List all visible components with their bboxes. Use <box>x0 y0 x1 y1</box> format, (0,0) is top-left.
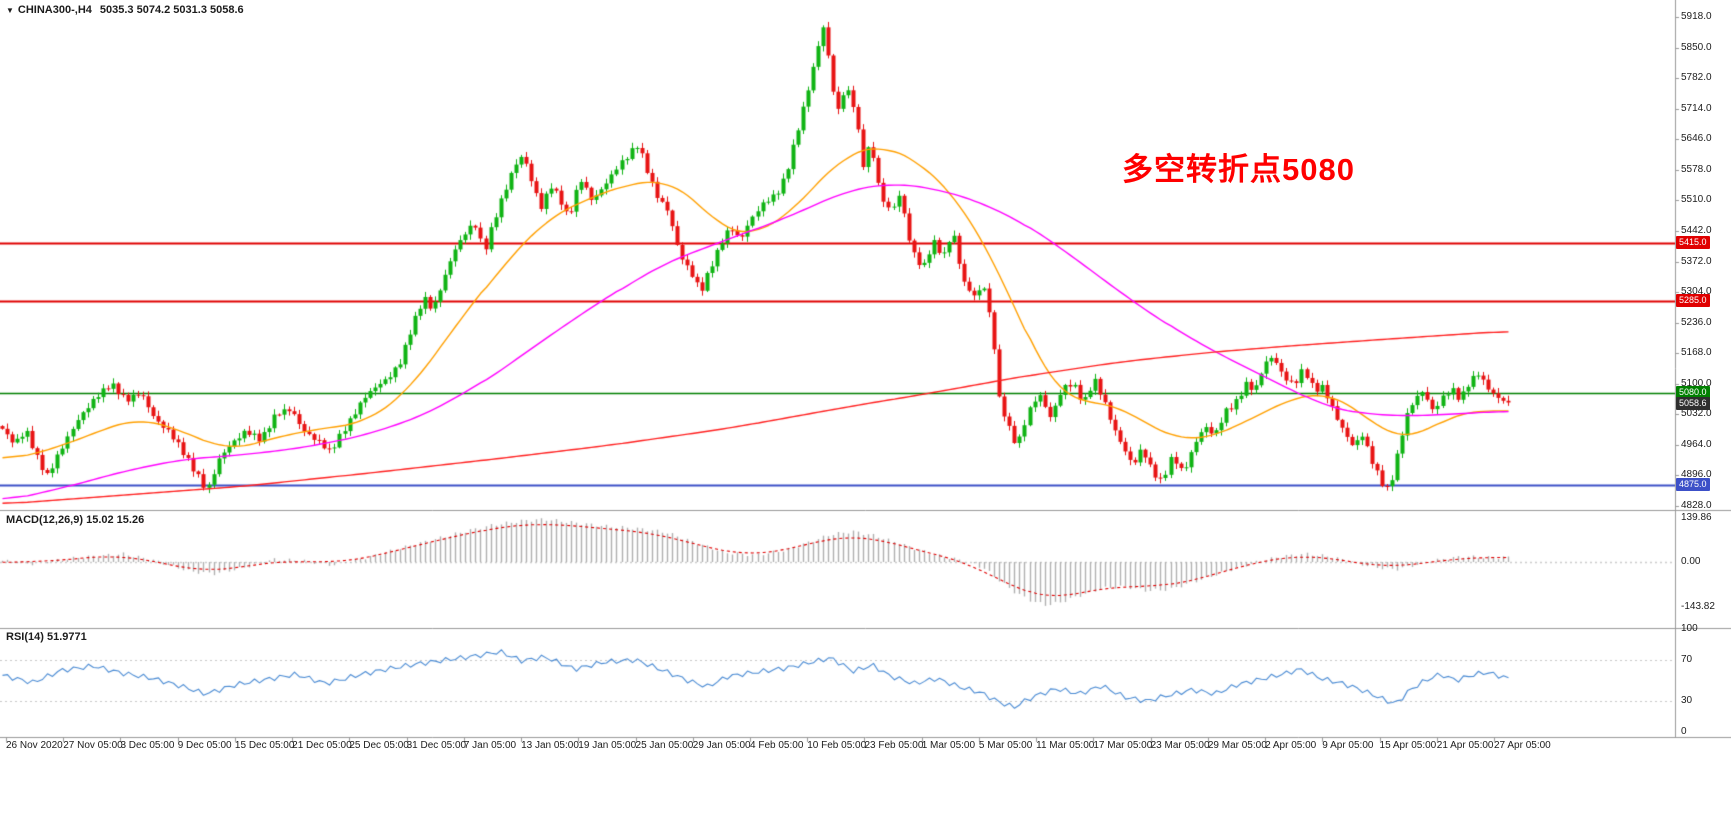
time-tick-label: 19 Jan 05:00 <box>578 740 637 751</box>
time-tick-label: 26 Nov 2020 <box>6 740 63 751</box>
time-tick-label: 23 Mar 05:00 <box>1150 740 1210 751</box>
rsi-tick-label: 70 <box>1681 653 1693 665</box>
price-tick-label: 5714.0 <box>1681 102 1712 114</box>
ohlc-values: 5035.3 5074.2 5031.3 5058.6 <box>99 4 244 16</box>
price-level-badge: 5285.0 <box>1676 293 1710 307</box>
time-tick-label: 4 Feb 05:00 <box>750 740 804 751</box>
symbol-timeframe-label: CHINA300-,H4 <box>17 4 92 16</box>
time-tick-label: 15 Dec 05:00 <box>234 740 295 751</box>
rsi-indicator-label: RSI(14) 51.9771 <box>6 631 87 643</box>
time-tick-label: 31 Dec 05:00 <box>406 740 467 751</box>
chart-expander-icon[interactable]: ▼ <box>6 6 14 15</box>
current-price-badge: 5058.6 <box>1676 396 1710 410</box>
price-tick-label: 4964.0 <box>1681 438 1712 450</box>
time-tick-label: 29 Jan 05:00 <box>692 740 751 751</box>
time-tick-label: 23 Feb 05:00 <box>864 740 924 751</box>
price-level-badge: 5080.0 <box>1676 385 1710 399</box>
macd-tick-label: 0.00 <box>1681 556 1701 567</box>
annotation-text: 多空转折点5080 <box>1122 152 1355 187</box>
time-tick-label: 3 Dec 05:00 <box>120 740 175 751</box>
time-tick-label: 2 Apr 05:00 <box>1265 740 1317 751</box>
time-tick-label: 21 Apr 05:00 <box>1436 740 1494 751</box>
time-tick-label: 29 Mar 05:00 <box>1207 740 1267 751</box>
price-tick-label: 5372.0 <box>1681 255 1712 267</box>
time-tick-label: 9 Apr 05:00 <box>1322 740 1374 751</box>
price-tick-label: 5442.0 <box>1681 224 1712 236</box>
time-tick-label: 9 Dec 05:00 <box>177 740 232 751</box>
price-tick-label: 5850.0 <box>1681 41 1712 53</box>
price-tick-label: 5236.0 <box>1681 316 1712 328</box>
time-tick-label: 11 Mar 05:00 <box>1036 740 1095 751</box>
time-tick-label: 27 Nov 05:00 <box>63 740 123 751</box>
price-tick-label: 5304.0 <box>1681 286 1712 298</box>
price-tick-label: 5578.0 <box>1681 163 1712 175</box>
time-tick-label: 25 Dec 05:00 <box>349 740 409 751</box>
price-level-badge: 5415.0 <box>1676 235 1710 249</box>
price-tick-label: 5032.0 <box>1681 408 1712 420</box>
time-tick-label: 17 Mar 05:00 <box>1093 740 1153 751</box>
time-tick-label: 27 Apr 05:00 <box>1494 740 1551 751</box>
time-tick-label: 25 Jan 05:00 <box>635 740 694 751</box>
time-tick-label: 5 Mar 05:00 <box>978 740 1033 751</box>
rsi-tick-label: 0 <box>1681 726 1687 737</box>
macd-tick-label: -143.82 <box>1681 600 1715 612</box>
macd-tick-label: 139.86 <box>1681 512 1712 524</box>
price-tick-label: 5168.0 <box>1681 347 1712 359</box>
rsi-tick-label: 30 <box>1681 695 1693 707</box>
time-tick-label: 13 Jan 05:00 <box>521 740 579 751</box>
time-tick-label: 10 Feb 05:00 <box>807 740 867 751</box>
time-tick-label: 1 Mar 05:00 <box>921 740 976 751</box>
price-tick-label: 5100.0 <box>1681 377 1712 389</box>
rsi-tick-label: 100 <box>1681 623 1698 634</box>
macd-indicator-label: MACD(12,26,9) 15.02 15.26 <box>6 514 145 526</box>
time-tick-label: 15 Apr 05:00 <box>1379 740 1437 751</box>
time-tick-label: 7 Jan 05:00 <box>463 740 517 751</box>
price-tick-label: 4828.0 <box>1681 499 1712 511</box>
time-tick-label: 21 Dec 05:00 <box>292 740 352 751</box>
price-level-badge: 4875.0 <box>1676 477 1710 491</box>
price-tick-label: 5510.0 <box>1681 194 1712 206</box>
price-tick-label: 5646.0 <box>1681 133 1712 145</box>
symbol-header: ▼ CHINA300-,H4 5035.3 5074.2 5031.3 5058.6 <box>6 4 244 16</box>
price-tick-label: 4896.0 <box>1681 469 1712 481</box>
price-tick-label: 5918.0 <box>1681 11 1712 23</box>
price-tick-label: 5782.0 <box>1681 72 1712 84</box>
